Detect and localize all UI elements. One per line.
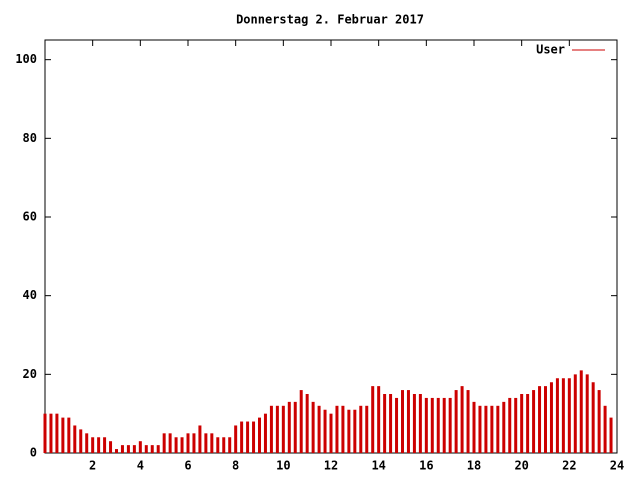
x-tick-label: 20 (514, 459, 528, 473)
x-tick-label: 6 (184, 459, 191, 473)
x-tick-label: 2 (89, 459, 96, 473)
x-tick-label: 24 (610, 459, 624, 473)
chart-title: Donnerstag 2. Februar 2017 (236, 13, 424, 27)
legend-label: User (536, 43, 565, 57)
x-tick-label: 14 (371, 459, 385, 473)
x-tick-label: 12 (324, 459, 338, 473)
x-tick-label: 22 (562, 459, 576, 473)
y-tick-label: 80 (23, 131, 37, 145)
x-tick-label: 4 (137, 459, 144, 473)
y-tick-label: 40 (23, 288, 37, 302)
y-tick-label: 0 (30, 446, 37, 460)
y-tick-label: 100 (15, 52, 37, 66)
x-tick-label: 8 (232, 459, 239, 473)
y-tick-label: 20 (23, 367, 37, 381)
x-tick-label: 18 (467, 459, 481, 473)
x-tick-label: 16 (419, 459, 433, 473)
x-tick-label: 10 (276, 459, 290, 473)
y-tick-label: 60 (23, 210, 37, 224)
